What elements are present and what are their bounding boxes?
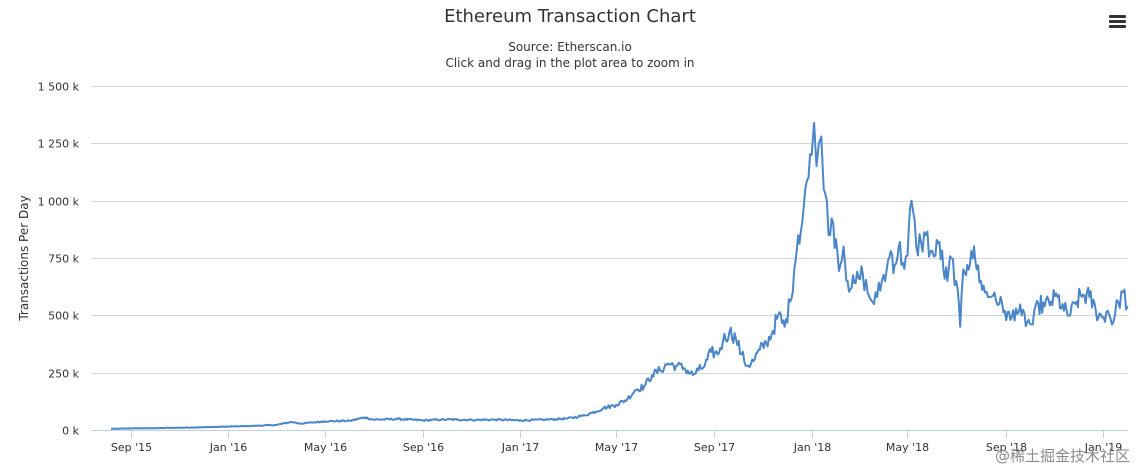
x-tick-label: May '18	[886, 441, 929, 454]
x-tick-label: Jan '17	[501, 441, 539, 454]
y-axis-title: Transactions Per Day	[17, 195, 31, 321]
x-tick-label: Sep '18	[986, 441, 1027, 454]
watermark: @稀土掘金技术社区	[994, 447, 1130, 465]
y-tick-label: 250 k	[48, 368, 79, 381]
menu-bar	[1109, 20, 1126, 23]
chart-subtitle-hint: Click and drag in the plot area to zoom …	[445, 56, 695, 70]
x-tick-label: Sep '16	[403, 441, 444, 454]
menu-bar	[1109, 25, 1126, 28]
series-layer	[110, 121, 1129, 430]
x-tick-label: Sep '15	[111, 441, 152, 454]
x-tick-label: Sep '17	[694, 441, 735, 454]
y-tick-label: 1 500 k	[38, 81, 80, 94]
axes: 0 k 250 k 500 k 750 k 1 000 k 1 250 k 1 500 k S…	[17, 81, 1128, 454]
y-tick-label: 0 k	[62, 425, 79, 438]
x-tick-label: Jan '19	[1084, 441, 1122, 454]
x-tick-label: May '16	[304, 441, 347, 454]
x-tick-label: May '17	[595, 441, 638, 454]
chart-subtitle-source: Source: Etherscan.io	[508, 40, 632, 54]
y-tick-label: 500 k	[48, 310, 79, 323]
x-tick-label: Jan '16	[209, 441, 247, 454]
menu-bar	[1109, 15, 1126, 18]
y-tick-label: 750 k	[48, 253, 79, 266]
y-tick-label: 1 250 k	[38, 138, 80, 151]
x-tick-label: Jan '18	[793, 441, 831, 454]
hamburger-menu-icon[interactable]	[1106, 14, 1130, 34]
chart-title: Ethereum Transaction Chart	[444, 6, 696, 27]
series-line	[110, 121, 1129, 430]
y-tick-label: 1 000 k	[38, 196, 80, 209]
